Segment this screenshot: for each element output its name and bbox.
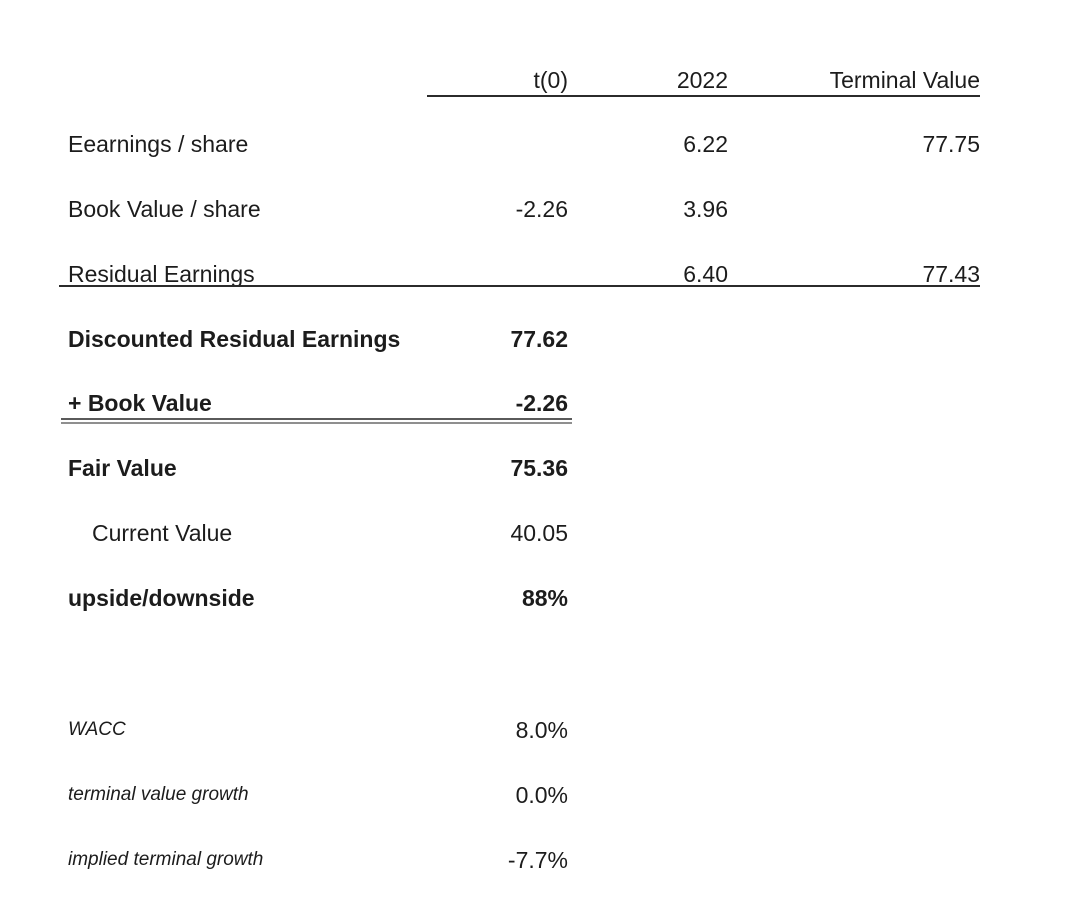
assumption-row-wacc: WACC 8.0% (62, 698, 980, 762)
row-label: Fair Value (68, 455, 177, 481)
row-label: WACC (68, 719, 126, 740)
row-label: Current Value (92, 520, 233, 546)
summary-row-discounted-residual-earnings: Discounted Residual Earnings 77.62 (62, 307, 980, 371)
row-label: Discounted Residual Earnings (68, 326, 401, 352)
header-terminal-value: Terminal Value (829, 67, 980, 93)
summary-row-current-value: Current Value 40.05 (62, 501, 980, 565)
table-row-earnings-per-share: Eearnings / share 6.22 77.75 (62, 112, 980, 176)
cell-value: 8.0% (515, 717, 568, 743)
table-row-book-value-per-share: Book Value / share -2.26 3.96 (62, 177, 980, 241)
cell-terminal: 77.75 (922, 131, 980, 157)
row-label: terminal value growth (68, 784, 249, 805)
row-label: implied terminal growth (68, 849, 264, 870)
cell-value: 77.62 (510, 326, 568, 352)
summary-row-upside-downside: upside/downside 88% (62, 566, 980, 630)
cell-value: -7.7% (507, 847, 568, 873)
assumption-row-terminal-value-growth: terminal value growth 0.0% (62, 763, 980, 827)
cell-terminal: 77.43 (922, 261, 980, 287)
row-label: Residual Earnings (68, 261, 255, 287)
table-header-row: t(0) 2022 Terminal Value (62, 48, 981, 112)
summary-row-plus-book-value: + Book Value -2.26 (62, 371, 980, 435)
row-label: Eearnings / share (68, 131, 249, 157)
summary-row-fair-value: Fair Value 75.36 (62, 436, 980, 500)
residual-earnings-table: t(0) 2022 Terminal Value Eearnings / sha… (62, 0, 980, 904)
row-label: Book Value / share (68, 196, 261, 222)
cell-2022: 6.40 (683, 261, 728, 287)
cell-value: -2.26 (515, 390, 568, 416)
cell-value: 40.05 (510, 520, 568, 546)
assumption-row-implied-terminal-growth: implied terminal growth -7.7% (62, 828, 980, 892)
table-row-residual-earnings: Residual Earnings 6.40 77.43 (62, 242, 980, 306)
residual-earnings-underline (59, 285, 980, 287)
cell-value: 88% (521, 585, 568, 611)
row-label: + Book Value (68, 390, 212, 416)
cell-2022: 6.22 (683, 131, 728, 157)
header-2022: 2022 (676, 67, 728, 93)
row-label: upside/downside (68, 585, 255, 611)
cell-value: 75.36 (510, 455, 568, 481)
header-underline (427, 95, 980, 97)
double-underline (61, 418, 572, 424)
cell-t0: -2.26 (515, 196, 568, 222)
cell-2022: 3.96 (683, 196, 728, 222)
cell-value: 0.0% (515, 782, 568, 808)
header-t0: t(0) (533, 67, 569, 93)
